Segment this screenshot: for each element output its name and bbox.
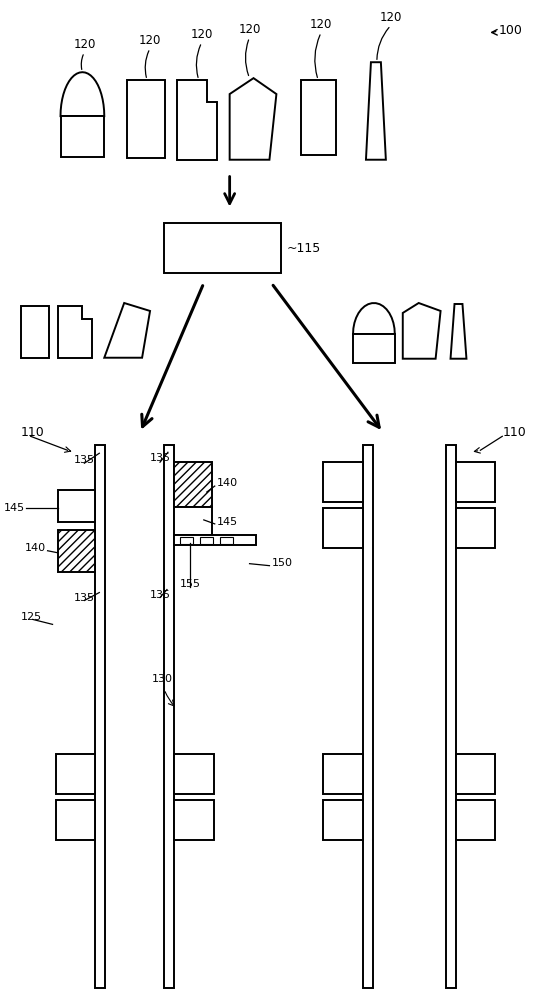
Text: 110: 110 bbox=[21, 426, 44, 439]
Text: 120: 120 bbox=[238, 23, 261, 36]
Polygon shape bbox=[403, 303, 441, 359]
Bar bbox=[58, 490, 95, 522]
Text: 135: 135 bbox=[149, 453, 170, 463]
Bar bbox=[58, 530, 95, 572]
Bar bbox=[301, 80, 336, 155]
Bar bbox=[174, 507, 212, 535]
Bar bbox=[200, 537, 213, 544]
Polygon shape bbox=[58, 306, 92, 358]
Text: 120: 120 bbox=[310, 18, 332, 31]
Bar bbox=[180, 537, 193, 544]
Bar bbox=[220, 537, 233, 544]
Text: 120: 120 bbox=[380, 11, 402, 24]
Text: 125: 125 bbox=[21, 612, 42, 622]
Bar bbox=[95, 445, 105, 988]
Text: 100: 100 bbox=[498, 24, 522, 37]
Bar bbox=[174, 535, 255, 545]
Text: 120: 120 bbox=[139, 34, 162, 47]
Text: 145: 145 bbox=[3, 503, 24, 513]
Polygon shape bbox=[104, 303, 150, 358]
Text: ~115: ~115 bbox=[286, 242, 321, 255]
Text: 130: 130 bbox=[152, 674, 173, 684]
Bar bbox=[456, 754, 495, 794]
Bar bbox=[174, 800, 214, 840]
Bar bbox=[164, 223, 281, 273]
Bar bbox=[363, 445, 373, 988]
Bar bbox=[323, 800, 363, 840]
Text: 135: 135 bbox=[74, 593, 95, 603]
Bar bbox=[353, 334, 395, 363]
Text: 155: 155 bbox=[179, 579, 200, 589]
Bar bbox=[164, 445, 174, 988]
Polygon shape bbox=[230, 78, 276, 160]
Bar bbox=[174, 754, 214, 794]
Bar bbox=[323, 462, 363, 502]
Text: 120: 120 bbox=[190, 28, 213, 41]
Bar bbox=[456, 508, 495, 548]
Bar bbox=[323, 754, 363, 794]
Polygon shape bbox=[177, 80, 216, 160]
Polygon shape bbox=[353, 303, 395, 334]
Bar bbox=[446, 445, 456, 988]
Text: 120: 120 bbox=[73, 38, 95, 51]
Text: 140: 140 bbox=[216, 478, 238, 488]
Text: 135: 135 bbox=[149, 590, 170, 600]
Text: 145: 145 bbox=[216, 517, 238, 527]
Bar bbox=[323, 508, 363, 548]
Bar bbox=[56, 800, 95, 840]
Bar bbox=[127, 80, 165, 158]
Bar bbox=[174, 462, 212, 507]
Text: 140: 140 bbox=[24, 543, 46, 553]
Text: 135: 135 bbox=[74, 455, 95, 465]
Bar bbox=[456, 800, 495, 840]
Polygon shape bbox=[366, 62, 386, 160]
Polygon shape bbox=[451, 304, 466, 359]
Polygon shape bbox=[60, 72, 104, 116]
Bar bbox=[60, 116, 104, 157]
Bar bbox=[56, 754, 95, 794]
Bar bbox=[456, 462, 495, 502]
Text: 110: 110 bbox=[502, 426, 526, 439]
Bar bbox=[21, 306, 49, 358]
Text: 150: 150 bbox=[271, 558, 292, 568]
